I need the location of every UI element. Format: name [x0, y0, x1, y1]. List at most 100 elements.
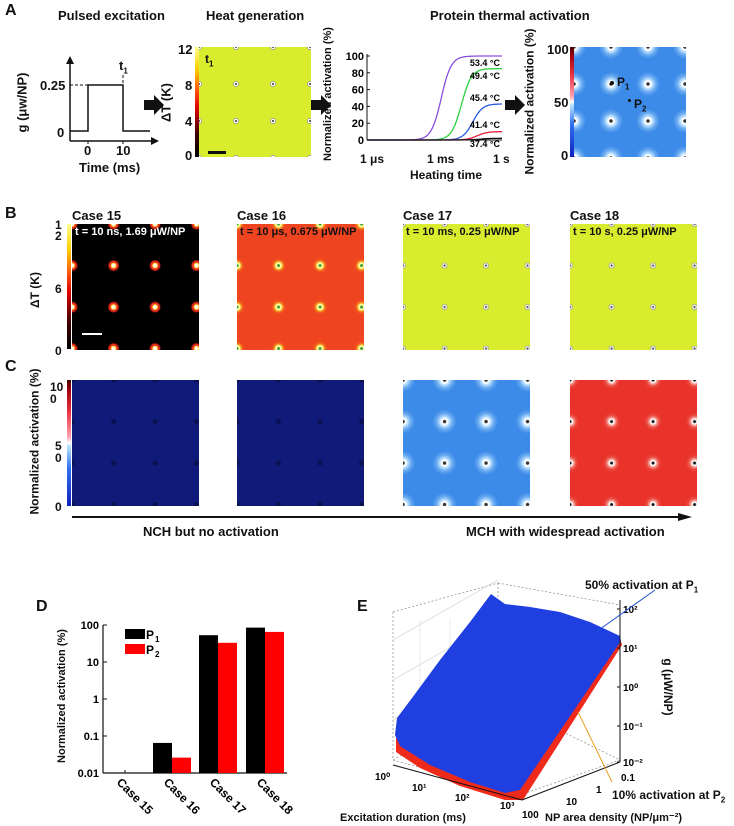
d-xtick-label: Case 16	[161, 775, 203, 817]
temperature-map: t = 10 s, 0.25 μW/NP	[570, 224, 697, 350]
heat-ylabel: ΔT (K)	[158, 83, 174, 122]
curves-ytick-label: 60	[352, 85, 364, 97]
c-cbar-tick-top: 10 0	[50, 380, 64, 406]
condition-label: t = 10 ms, 0.25 μW/NP	[406, 226, 520, 238]
e-annotation-p2: 10% activation at P2	[612, 788, 725, 804]
curves-xlabel: Heating time	[410, 168, 483, 182]
curves-xtick: 1 s	[493, 152, 510, 166]
curves-ytick-label: 20	[352, 118, 364, 130]
b-ylabel: ΔT (K)	[28, 272, 42, 308]
pulse-ytick-0: 0	[57, 125, 65, 140]
legend-sub: 1	[155, 635, 160, 644]
bar-p1-case18	[246, 627, 265, 773]
legend-label-p2: P	[146, 643, 154, 657]
annotation-p2-sub: 2	[720, 795, 726, 805]
bar-p2-case16	[172, 757, 191, 773]
heat-cbar-tick: 4	[185, 114, 193, 129]
c-cbar-tick-bottom: 0	[55, 500, 62, 514]
title-pulsed-excitation: Pulsed excitation	[58, 8, 165, 23]
e-ztick-label: 10⁻¹	[623, 722, 643, 733]
curves-xtick: 1 μs	[360, 152, 385, 166]
title-protein-activation: Protein thermal activation	[430, 8, 590, 23]
legend-sub: 2	[155, 650, 160, 659]
arrow-icon	[505, 95, 525, 115]
bar-p2-case18	[265, 631, 284, 773]
pulse-trace	[70, 84, 150, 132]
annotation-p1-text: 50% activation at P	[585, 578, 694, 592]
d-ytick-label: 100	[81, 620, 99, 632]
e-gridline	[392, 579, 499, 641]
p1-label: P1	[617, 75, 629, 91]
act-cbar-tick: 0	[561, 148, 569, 163]
panel-label-c: C	[5, 358, 17, 375]
bar-p1-case17	[199, 635, 218, 773]
t1-text: t	[119, 58, 124, 73]
e-ztick-label: 10²	[623, 605, 638, 616]
t1-marker: t1	[205, 52, 213, 68]
e-annotation-p1: 50% activation at P1	[585, 578, 698, 594]
e-zlabel: g (μW/NP)	[661, 658, 675, 716]
legend-swatch-p1	[125, 629, 145, 639]
pulse-plot	[66, 56, 159, 145]
d-ytick-label: 0.1	[84, 731, 99, 743]
b-colorbar	[67, 224, 71, 349]
arrow-icon	[311, 95, 331, 115]
case-title: Case 15	[72, 208, 122, 223]
e-ytick-label: 0.1	[621, 773, 635, 784]
curves-ytick-label: 0	[358, 135, 364, 147]
curves-xtick: 1 ms	[427, 152, 455, 166]
annotation-p2-leader	[577, 711, 613, 783]
t1-sub: 1	[123, 66, 128, 76]
e-ytick-label: 1	[596, 785, 602, 796]
c-cbar-tick-mid: 5 0	[55, 439, 62, 465]
activation-map: P1 P2	[574, 47, 686, 157]
activation-map	[237, 380, 364, 506]
b-cbar-tick-top: 1 2	[55, 218, 62, 243]
e-ztick-label: 10¹	[623, 644, 638, 655]
pulse-x-arrow	[151, 137, 159, 145]
curve-label: 37.4 °C	[470, 139, 501, 149]
p2-label: P2	[634, 97, 646, 113]
surface-p1	[395, 594, 621, 793]
scale-bar	[82, 333, 102, 335]
caption-nch: NCH but no activation	[143, 524, 279, 539]
caption-mch: MCH with widespread activation	[466, 524, 665, 539]
heat-cbar-tick: 8	[185, 78, 193, 93]
d-ytick-label: 10	[87, 657, 99, 669]
p1-text: P	[617, 75, 626, 89]
panel-label-a: A	[5, 2, 17, 19]
d-xtick-label: Case 18	[254, 775, 296, 817]
c-colorbar	[67, 380, 71, 506]
annotation-p1-leader	[595, 589, 656, 633]
annotation-p1-sub: 1	[693, 585, 699, 595]
curves-ytick-label: 80	[352, 68, 364, 80]
pulse-xtick-0: 0	[84, 143, 92, 158]
e-xtick-label: 10²	[455, 793, 470, 804]
e-xtick-label: 10¹	[412, 783, 427, 794]
temperature-map: t = 10 μs, 0.675 μW/NP	[237, 224, 364, 350]
scale-bar	[208, 151, 226, 154]
activation-map	[570, 380, 697, 506]
e-ylabel: NP area density (NP/μm⁻²)	[545, 812, 683, 824]
legend-label-p1: P	[146, 628, 154, 642]
condition-label: t = 10 s, 0.25 μW/NP	[573, 226, 677, 238]
e-box-edge	[497, 699, 621, 761]
heat-colorbar	[195, 47, 199, 157]
p1-sub: 1	[625, 82, 630, 92]
heat-map: t1	[199, 47, 311, 157]
curves-ytick-label: 100	[346, 51, 364, 63]
case-title: Case 18	[570, 208, 620, 223]
curve-label: 49.4 °C	[470, 71, 501, 81]
act-cbar-tick: 50	[554, 95, 569, 110]
d-xtick-label: Case 17	[207, 775, 249, 817]
heat-cbar-tick: 0	[185, 148, 193, 163]
t1-sub: 1	[209, 59, 214, 69]
pulse-t1-marker: t1	[119, 58, 128, 76]
e-y-axis	[521, 761, 621, 801]
curve-label: 53.4 °C	[470, 58, 501, 68]
activation-curves-plot: 100 80 60 40 20 0 53.4 °C 49.4 °C 45.4 °C 41.4 °C…	[346, 51, 502, 149]
p2-sub: 2	[642, 104, 647, 114]
bar-chart: 0.01 0.1 1 10 100 Case 15 Case 16 Case 17 Case 1…	[78, 620, 297, 817]
legend-swatch-p2	[125, 644, 145, 654]
bar-p1-case16	[153, 742, 172, 773]
